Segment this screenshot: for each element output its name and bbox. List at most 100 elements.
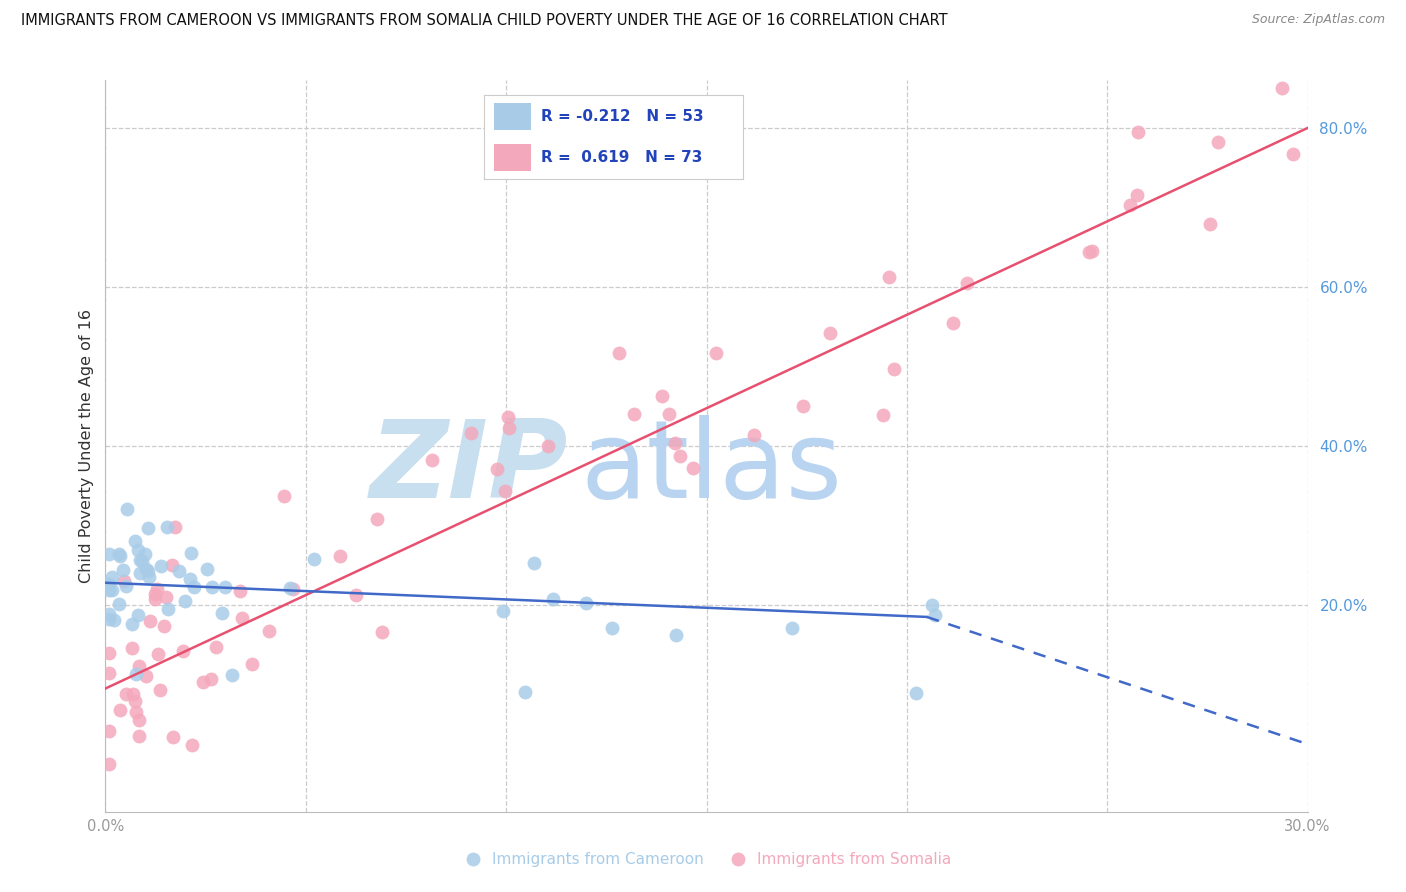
Immigrants from Cameroon xyxy=(127,607,149,622)
Immigrants from Somalia xyxy=(172,644,194,658)
Immigrants from Somalia xyxy=(1271,81,1294,95)
Immigrants from Somalia xyxy=(121,641,143,656)
Immigrants from Somalia xyxy=(160,558,183,572)
Immigrants from Cameroon xyxy=(128,566,150,580)
Immigrants from Cameroon xyxy=(131,554,153,568)
Immigrants from Somalia xyxy=(143,591,166,606)
Immigrants from Somalia xyxy=(1128,125,1150,139)
Immigrants from Somalia xyxy=(742,428,765,442)
Immigrants from Cameroon xyxy=(904,686,927,700)
Immigrants from Somalia xyxy=(496,409,519,424)
Immigrants from Cameroon xyxy=(174,594,197,608)
Immigrants from Somalia xyxy=(818,326,841,340)
Immigrants from Somalia xyxy=(165,520,187,534)
Immigrants from Cameroon xyxy=(541,592,564,607)
Immigrants from Cameroon xyxy=(167,564,190,578)
Immigrants from Cameroon xyxy=(98,576,121,591)
Immigrants from Somalia xyxy=(607,346,630,360)
Immigrants from Cameroon xyxy=(128,553,150,567)
Immigrants from Somalia xyxy=(98,757,121,772)
Immigrants from Somalia xyxy=(98,666,121,681)
Immigrants from Somalia xyxy=(1282,147,1305,161)
Immigrants from Somalia xyxy=(1199,217,1222,231)
Immigrants from Somalia xyxy=(366,512,388,526)
Immigrants from Cameroon xyxy=(98,583,121,598)
Immigrants from Cameroon xyxy=(135,561,157,575)
Immigrants from Somalia xyxy=(121,687,143,701)
Immigrants from Somalia xyxy=(883,362,905,376)
Immigrants from Somalia xyxy=(155,590,177,604)
Immigrants from Cameroon xyxy=(125,667,148,681)
Immigrants from Somalia xyxy=(658,408,681,422)
Immigrants from Cameroon xyxy=(195,561,218,575)
Immigrants from Somalia xyxy=(200,672,222,686)
Immigrants from Somalia xyxy=(273,489,295,503)
Immigrants from Cameroon xyxy=(201,580,224,594)
Immigrants from Somalia xyxy=(877,270,900,285)
Immigrants from Somalia xyxy=(145,582,167,596)
Immigrants from Somalia xyxy=(124,694,146,708)
Immigrants from Somalia xyxy=(956,276,979,290)
Immigrants from Cameroon xyxy=(98,548,121,562)
Immigrants from Somalia xyxy=(205,640,228,655)
Immigrants from Cameroon xyxy=(575,596,598,610)
Immigrants from Somalia xyxy=(114,574,136,588)
Immigrants from Cameroon xyxy=(302,552,325,566)
Immigrants from Cameroon xyxy=(492,604,515,618)
Immigrants from Cameroon xyxy=(924,607,946,622)
Immigrants from Cameroon xyxy=(136,520,159,534)
Immigrants from Somalia xyxy=(1126,188,1149,202)
Immigrants from Somalia xyxy=(128,729,150,743)
Immigrants from Somalia xyxy=(229,584,252,599)
Immigrants from Somalia xyxy=(371,625,394,640)
Immigrants from Cameroon xyxy=(780,621,803,635)
Immigrants from Somalia xyxy=(329,549,352,564)
Immigrants from Cameroon xyxy=(921,598,943,612)
Immigrants from Cameroon xyxy=(211,606,233,620)
Immigrants from Cameroon xyxy=(114,579,136,593)
Immigrants from Somalia xyxy=(623,408,645,422)
Immigrants from Cameroon xyxy=(98,607,121,621)
Immigrants from Cameroon xyxy=(127,543,149,558)
Immigrants from Somalia xyxy=(1119,198,1142,212)
Immigrants from Somalia xyxy=(1081,244,1104,259)
Immigrants from Somalia xyxy=(162,730,184,744)
Immigrants from Cameroon xyxy=(108,549,131,563)
Immigrants from Somalia xyxy=(682,460,704,475)
Immigrants from Cameroon xyxy=(665,628,688,642)
Immigrants from Cameroon xyxy=(179,572,201,586)
Immigrants from Somalia xyxy=(1206,136,1229,150)
Immigrants from Somalia xyxy=(148,647,170,661)
Immigrants from Somalia xyxy=(128,659,150,673)
Immigrants from Somalia xyxy=(494,484,516,499)
Immigrants from Cameroon xyxy=(221,667,243,681)
Immigrants from Cameroon xyxy=(214,580,236,594)
Immigrants from Somalia xyxy=(240,657,263,671)
Immigrants from Somalia xyxy=(281,582,304,596)
Immigrants from Somalia xyxy=(125,705,148,719)
Immigrants from Somalia xyxy=(651,389,673,403)
Immigrants from Somalia xyxy=(792,399,814,413)
Immigrants from Cameroon xyxy=(134,547,156,561)
Immigrants from Cameroon xyxy=(101,570,124,584)
Immigrants from Cameroon xyxy=(600,621,623,635)
Immigrants from Cameroon xyxy=(156,602,179,616)
Text: ZIP: ZIP xyxy=(370,415,568,521)
Immigrants from Cameroon xyxy=(138,570,160,584)
Immigrants from Somalia xyxy=(664,435,686,450)
Immigrants from Somalia xyxy=(231,611,253,625)
Immigrants from Somalia xyxy=(128,713,150,727)
Immigrants from Cameroon xyxy=(108,547,131,561)
Immigrants from Somalia xyxy=(153,619,176,633)
Immigrants from Somalia xyxy=(537,439,560,453)
Immigrants from Somalia xyxy=(98,723,121,738)
Immigrants from Somalia xyxy=(257,624,280,639)
Immigrants from Somalia xyxy=(1078,244,1101,259)
Immigrants from Somalia xyxy=(668,449,690,463)
Immigrants from Somalia xyxy=(344,588,367,602)
Immigrants from Somalia xyxy=(181,738,204,752)
Immigrants from Cameroon xyxy=(523,556,546,570)
Text: IMMIGRANTS FROM CAMEROON VS IMMIGRANTS FROM SOMALIA CHILD POVERTY UNDER THE AGE : IMMIGRANTS FROM CAMEROON VS IMMIGRANTS F… xyxy=(21,13,948,29)
Immigrants from Cameroon xyxy=(98,611,121,625)
Immigrants from Cameroon xyxy=(103,613,125,627)
